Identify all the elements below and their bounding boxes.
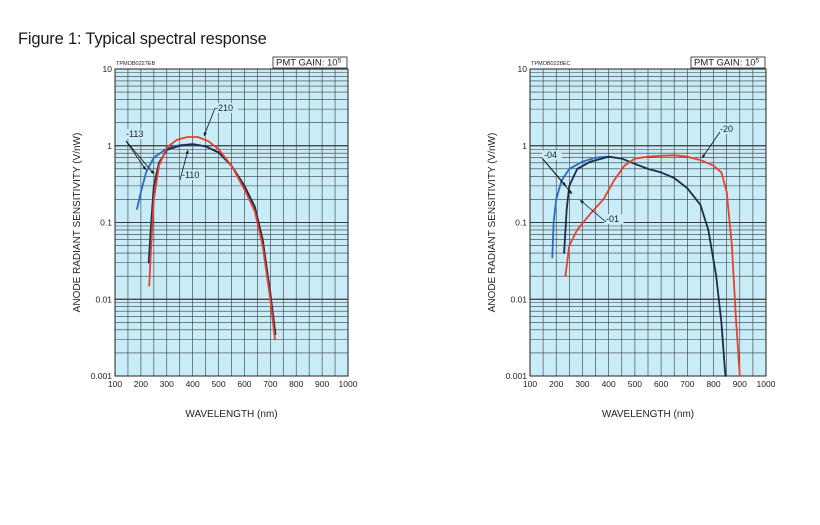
y-tick-label: 10: [103, 64, 113, 74]
x-tick-label: 300: [575, 379, 589, 389]
series-label: -110: [182, 170, 199, 180]
leader-line: [125, 140, 155, 175]
figure-code: TPMOB0228EC: [531, 61, 570, 67]
y-tick-label: 0.01: [510, 294, 527, 304]
x-tick-label: 500: [211, 379, 225, 389]
series-label-bg: [180, 170, 205, 180]
leader-line: [541, 157, 573, 195]
x-tick-label: 900: [733, 379, 747, 389]
leader-line: [125, 140, 147, 171]
gain-box: [272, 56, 348, 69]
leader-line: [701, 131, 721, 159]
gain-label: PMT GAIN: 105: [694, 58, 760, 69]
x-tick-label: 400: [602, 379, 616, 389]
gain-exponent: 5: [338, 58, 342, 65]
series-label-bg: [124, 129, 149, 139]
x-tick-label: 800: [289, 379, 303, 389]
leader-line: [579, 199, 607, 223]
x-tick-label: 100: [523, 379, 537, 389]
leader-arrow: [580, 200, 584, 204]
leader-arrow: [142, 166, 146, 170]
series-label: -210: [215, 103, 233, 113]
x-tick-label: 600: [237, 379, 251, 389]
x-tick-label: 400: [186, 379, 200, 389]
leader-line: [203, 107, 216, 137]
gain-exponent: 5: [756, 58, 760, 65]
y-axis-label: ANODE RADIANT SENSITIVITY (V/nW): [72, 133, 83, 313]
x-tick-label: 200: [134, 379, 148, 389]
y-tick-label: 1: [107, 141, 112, 151]
figure-code: TPMOB0227EB: [116, 61, 155, 67]
y-tick-label: 0.001: [91, 371, 113, 381]
y-tick-label: 10: [518, 64, 528, 74]
x-tick-label: 600: [654, 379, 668, 389]
series-line-n110: [147, 143, 277, 336]
x-tick-label: 100: [108, 379, 122, 389]
plot-frame: [114, 68, 349, 377]
y-axis-label: ANODE RADIANT SENSITIVITY (V/nW): [487, 133, 498, 313]
series-label: -01: [606, 214, 619, 224]
gain-box: [690, 56, 766, 69]
x-axis-label: WAVELENGTH (nm): [185, 409, 277, 420]
plot-frame: [529, 68, 767, 377]
leader-arrow: [568, 190, 572, 194]
gain-label: PMT GAIN: 105: [276, 58, 342, 69]
series-line-n04: [551, 155, 610, 259]
series-label-bg: [604, 214, 624, 224]
series-label: -113: [126, 129, 143, 139]
series-label-bg: [718, 124, 738, 134]
x-tick-label: 1000: [339, 379, 358, 389]
y-tick-label: 0.1: [515, 218, 527, 228]
chart-left: 100 200 300 400 500 600 700 800 900 1000 10 1 0.1 0.0…: [72, 56, 358, 420]
series-label-bg: [213, 103, 238, 113]
series-line-n210: [148, 136, 276, 341]
chart-right: 100 200 300 400 500 600 700 800 900 1000 10 1 0.1 0.0…: [487, 56, 776, 420]
x-tick-label: 800: [706, 379, 720, 389]
leader-arrow: [702, 154, 706, 158]
leader-line: [179, 149, 189, 181]
series-line-n20: [564, 154, 741, 377]
x-tick-label: 300: [160, 379, 174, 389]
series-label: -04: [544, 150, 557, 160]
x-tick-label: 200: [549, 379, 563, 389]
x-tick-label: 900: [315, 379, 329, 389]
leader-arrow: [203, 132, 207, 136]
y-tick-label: 0.01: [95, 294, 112, 304]
x-tick-label: 700: [680, 379, 694, 389]
x-axis-label: WAVELENGTH (nm): [602, 409, 694, 420]
y-tick-label: 0.001: [506, 371, 528, 381]
series-label: -20: [720, 124, 733, 134]
series-label-bg: [542, 150, 562, 160]
leader-arrow: [185, 150, 189, 154]
y-tick-label: 1: [522, 141, 527, 151]
y-tick-label: 0.1: [100, 218, 112, 228]
x-tick-label: 500: [628, 379, 642, 389]
x-tick-label: 1000: [757, 379, 776, 389]
figure-title: Figure 1: Typical spectral response: [18, 30, 267, 48]
x-tick-label: 700: [263, 379, 277, 389]
series-line-n01: [563, 155, 727, 377]
leader-arrow: [150, 170, 154, 174]
